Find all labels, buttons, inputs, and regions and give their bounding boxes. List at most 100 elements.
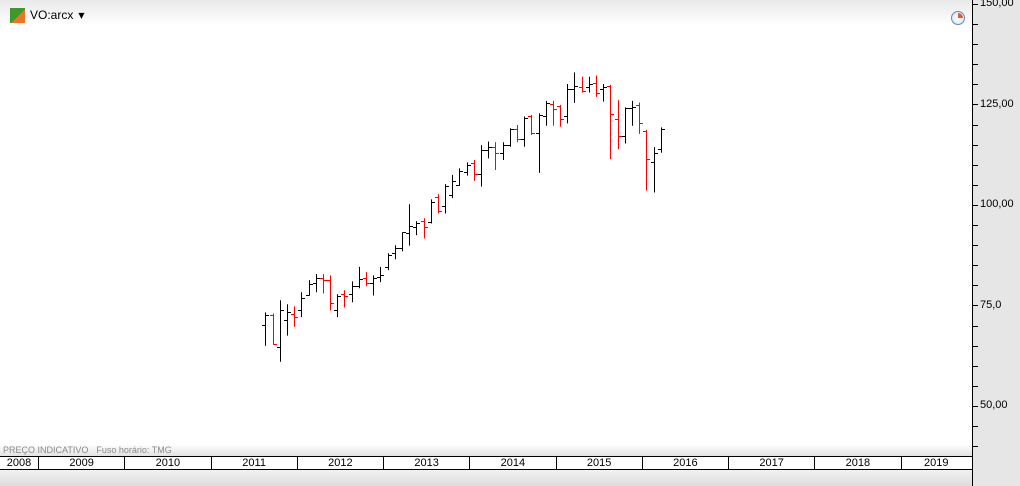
y-tick [973,24,978,25]
ohlc-bar [421,218,428,239]
y-tick [973,446,978,447]
y-tick-label: 125,00 [980,97,1014,110]
x-tick-label: 2008 [0,457,39,469]
ohlc-bar [464,162,471,176]
ohlc-bar [413,221,420,236]
y-tick [973,44,978,45]
ohlc-bar [658,127,665,153]
ohlc-bar [600,83,607,102]
ohlc-bar [492,142,499,171]
y-tick [973,145,978,146]
y-tick [973,225,978,226]
ohlc-bar [306,280,313,296]
ohlc-bar [406,204,413,246]
y-tick-label: 100,00 [980,198,1014,210]
ohlc-bar [579,76,586,93]
ohlc-bar [277,300,284,362]
ohlc-bar [298,292,305,318]
y-tick [973,346,978,347]
scroll-area[interactable] [0,470,972,486]
ohlc-bar [543,100,550,126]
y-tick-label: 50,00 [980,399,1008,411]
ohlc-bar [586,76,593,93]
y-tick [973,265,978,266]
price-note: PREÇO INDICATIVO [3,445,89,455]
y-tick [973,366,978,367]
ohlc-bar [478,145,485,187]
y-tick [973,285,978,286]
ohlc-bar [643,129,650,191]
ohlc-bar [435,194,442,214]
y-tick [973,4,978,5]
x-tick-label: 2010 [125,457,212,469]
ohlc-bar [456,168,463,186]
ohlc-bar [392,245,399,260]
ohlc-bar [615,100,622,150]
y-tick [973,125,978,126]
chart-footer: PREÇO INDICATIVO Fuso horário: TMG [0,444,972,456]
ohlc-bar [442,184,449,214]
y-tick-label: 75,0 [980,298,1002,311]
ohlc-bar [334,294,341,318]
x-tick-label: 2017 [729,457,816,469]
ohlc-bar [500,142,507,160]
caret-down-icon[interactable]: ▼ [78,11,85,20]
y-tick [973,165,978,166]
ohlc-bar [370,275,377,296]
ohlc-bar [607,84,614,160]
ohlc-bar [528,114,535,136]
y-tick-label: 150,00 [980,0,1014,9]
ohlc-bar [651,147,658,193]
x-tick-label: 2016 [643,457,729,469]
y-tick [973,305,978,306]
y-tick [973,185,978,186]
symbol-row: VO:arcx ▼ [10,8,85,23]
ohlc-bar [262,312,269,346]
ohlc-bar [341,290,348,308]
price-chart[interactable] [0,0,972,444]
symbol-selector[interactable]: VO:arcx [30,8,74,22]
ohlc-bar [550,100,557,126]
clock-icon[interactable] [951,11,965,25]
y-axis[interactable]: 150,00 125,00 100,00 75,0 50,00 [972,0,1020,486]
timezone-label: Fuso horário: TMG [96,445,172,455]
x-tick-label: 2019 [924,457,949,469]
ohlc-bar [356,266,363,289]
x-tick-label: 2011 [212,457,298,469]
x-tick-label: 2009 [39,457,126,469]
ohlc-bar [622,107,629,144]
x-axis-years[interactable]: 2008 2009 2010 2011 2012 2013 2014 2015 2016 2017… [0,456,972,470]
ohlc-bar [399,232,406,252]
chart-header: VO:arcx ▼ [0,0,972,26]
ohlc-bar [636,102,643,134]
ohlc-bar [485,141,492,159]
ohlc-bar [320,274,327,294]
ohlc-bar [593,75,600,97]
y-tick [973,205,978,206]
ohlc-bar [270,313,277,345]
ohlc-bar [363,272,370,287]
ohlc-bar [313,274,320,293]
ohlc-bar [377,266,384,283]
ohlc-bar [564,83,571,124]
ohlc-bar [349,281,356,303]
ohlc-bar [514,125,521,143]
y-tick [973,326,978,327]
ohlc-bar [507,128,514,147]
ohlc-bar [327,275,334,311]
x-tick-label: 2014 [470,457,557,469]
y-tick [973,386,978,387]
x-tick-label: 2013 [384,457,471,469]
ohlc-bar [521,116,528,147]
x-tick-label: 2015 [557,457,643,469]
ohlc-bar [428,199,435,224]
y-tick [973,84,978,85]
ohlc-bar [557,104,564,127]
y-tick [973,406,978,407]
ohlc-bar [284,304,291,336]
ohlc-bar [536,113,543,173]
ohlc-bar [629,100,636,126]
ohlc-bar [571,72,578,103]
x-tick-label: 2012 [298,457,384,469]
y-tick [973,245,978,246]
